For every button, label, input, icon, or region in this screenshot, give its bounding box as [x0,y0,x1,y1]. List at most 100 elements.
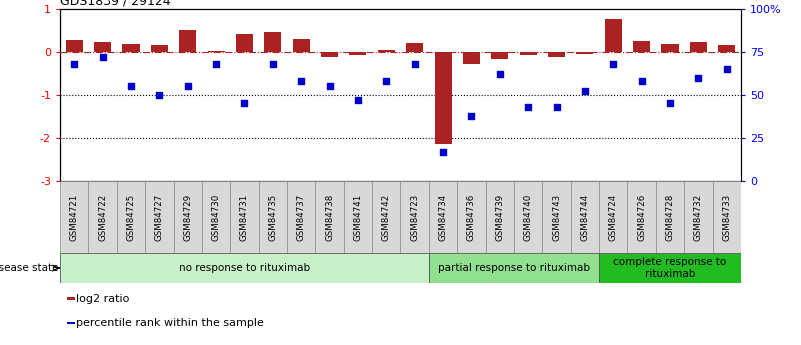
Text: GSM84742: GSM84742 [382,194,391,241]
Bar [690,42,706,52]
Point [607,61,620,67]
Point [465,113,478,118]
Bar [117,181,145,253]
Bar [406,43,423,52]
Text: GSM84722: GSM84722 [99,194,107,241]
Bar [514,181,542,253]
Text: no response to rituximab: no response to rituximab [179,263,310,273]
Point [267,61,280,67]
Text: GSM84738: GSM84738 [325,194,334,241]
Text: GSM84726: GSM84726 [637,194,646,241]
Point [720,66,733,72]
Bar [231,181,259,253]
Bar [577,52,594,54]
Bar [67,297,75,299]
Bar [599,181,627,253]
Bar [316,181,344,253]
Point [323,83,336,89]
Point [68,61,81,67]
Point [380,78,392,84]
Bar [344,181,372,253]
Point [238,101,251,106]
Text: GSM84723: GSM84723 [410,194,419,241]
Point [663,101,676,106]
Text: GSM84732: GSM84732 [694,194,702,241]
Text: GSM84724: GSM84724 [609,194,618,241]
Text: GSM84739: GSM84739 [495,194,505,241]
Point [125,83,138,89]
Text: log2 ratio: log2 ratio [76,294,130,304]
Bar [684,181,713,253]
Text: GSM84729: GSM84729 [183,194,192,241]
Point [153,92,166,98]
Text: GSM84736: GSM84736 [467,194,476,241]
Text: GDS1839 / 29124: GDS1839 / 29124 [60,0,171,8]
Bar [67,322,75,324]
Text: GSM84721: GSM84721 [70,194,78,241]
Text: percentile rank within the sample: percentile rank within the sample [76,318,264,328]
Text: GSM84737: GSM84737 [296,194,306,241]
Bar [95,42,111,52]
Text: GSM84743: GSM84743 [552,194,561,241]
Bar [656,181,684,253]
Point [409,61,421,67]
Point [295,78,308,84]
Bar [264,32,281,52]
Point [550,104,563,110]
Text: complete response to
rituximab: complete response to rituximab [614,257,727,279]
Text: partial response to rituximab: partial response to rituximab [438,263,590,273]
Bar [88,181,117,253]
Point [210,61,223,67]
Bar [174,181,202,253]
Bar [202,181,231,253]
Bar [633,41,650,52]
Bar [429,253,599,283]
Bar [457,181,485,253]
Point [578,89,591,94]
Bar [292,39,310,52]
Bar [548,52,565,57]
Bar [372,181,400,253]
Bar [349,52,366,55]
Bar [542,181,570,253]
Point [352,97,364,103]
Point [181,83,194,89]
Bar [713,181,741,253]
Text: GSM84727: GSM84727 [155,194,164,241]
Bar [429,181,457,253]
Bar [60,181,88,253]
Bar [718,45,735,52]
Text: GSM84740: GSM84740 [524,194,533,241]
Point [521,104,534,110]
Text: GSM84728: GSM84728 [666,194,674,241]
Text: disease state: disease state [0,263,58,273]
Point [96,54,109,60]
Bar [605,19,622,52]
Bar [60,253,429,283]
Bar [287,181,316,253]
Bar [662,44,678,52]
Point [635,78,648,84]
Bar [123,44,139,52]
Bar [321,52,338,57]
Text: GSM84741: GSM84741 [353,194,362,241]
Text: GSM84734: GSM84734 [439,194,448,241]
Point [437,149,449,155]
Bar [400,181,429,253]
Text: GSM84725: GSM84725 [127,194,135,241]
Bar [259,181,287,253]
Bar [627,181,656,253]
Bar [599,253,741,283]
Bar [520,52,537,55]
Point [692,75,705,80]
Bar [570,181,599,253]
Text: GSM84730: GSM84730 [211,194,220,241]
Bar [179,30,196,52]
Text: GSM84733: GSM84733 [723,194,731,241]
Text: GSM84731: GSM84731 [240,194,249,241]
Text: GSM84744: GSM84744 [581,194,590,241]
Text: GSM84735: GSM84735 [268,194,277,241]
Bar [66,40,83,52]
Bar [145,181,174,253]
Bar [151,45,168,52]
